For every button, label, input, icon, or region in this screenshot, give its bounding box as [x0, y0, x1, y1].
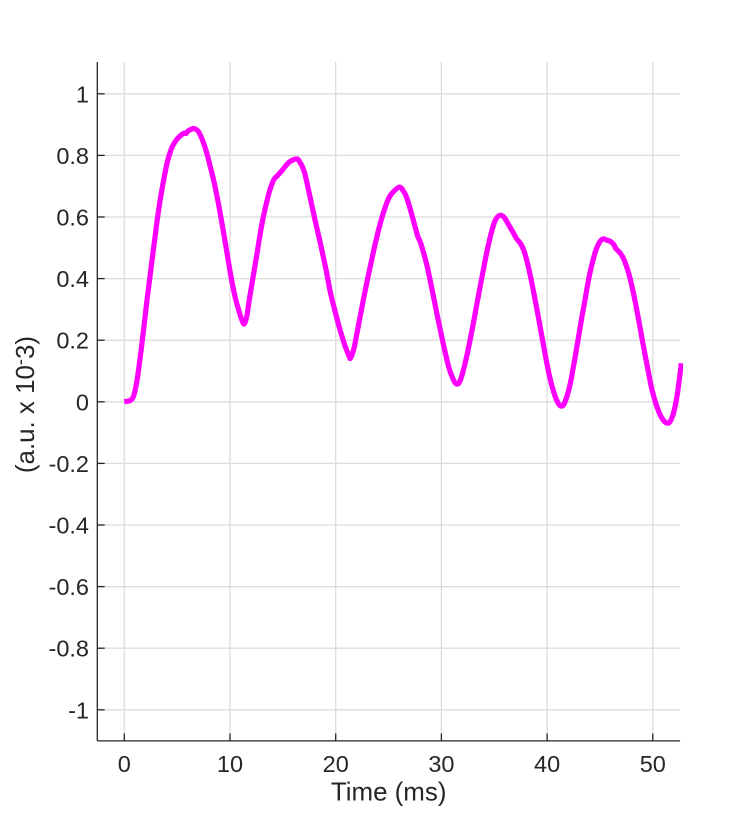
- svg-text:0.2: 0.2: [56, 328, 89, 354]
- svg-text:0.4: 0.4: [56, 266, 89, 292]
- svg-text:Time (ms): Time (ms): [331, 779, 447, 807]
- svg-text:0: 0: [118, 751, 131, 777]
- svg-text:0.8: 0.8: [56, 143, 89, 169]
- svg-text:30: 30: [428, 751, 454, 777]
- svg-text:-1: -1: [68, 697, 89, 723]
- svg-text:20: 20: [323, 751, 349, 777]
- svg-text:-0.4: -0.4: [49, 513, 90, 539]
- svg-text:1: 1: [76, 81, 89, 107]
- svg-text:0.6: 0.6: [56, 205, 89, 231]
- svg-text:10: 10: [217, 751, 243, 777]
- svg-text:(a.u. x 10-3): (a.u. x 10-3): [9, 336, 40, 473]
- svg-text:-0.8: -0.8: [49, 636, 90, 662]
- svg-text:40: 40: [534, 751, 560, 777]
- svg-text:50: 50: [640, 751, 666, 777]
- svg-text:-0.6: -0.6: [49, 574, 90, 600]
- svg-text:0: 0: [76, 389, 89, 415]
- svg-text:-0.2: -0.2: [49, 451, 90, 477]
